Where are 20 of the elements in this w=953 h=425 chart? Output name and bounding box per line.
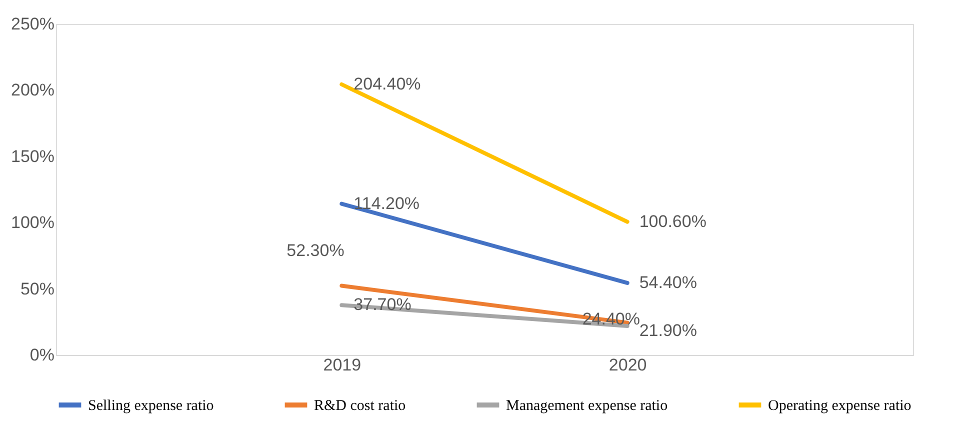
x-tick-label: 2020 <box>608 356 647 374</box>
y-tick-label: 0% <box>30 346 54 364</box>
legend-label: Operating expense ratio <box>768 398 912 414</box>
data-label: 100.60% <box>639 212 706 231</box>
data-label: 204.40% <box>354 74 421 94</box>
y-tick-label: 100% <box>11 213 54 232</box>
legend-label: R&D cost ratio <box>314 398 406 414</box>
data-label: 114.20% <box>354 194 420 213</box>
data-label: 54.40% <box>639 272 698 292</box>
legend-label: Selling expense ratio <box>88 398 214 414</box>
y-tick-label: 200% <box>11 80 54 100</box>
y-tick-label: 150% <box>11 146 54 166</box>
y-tick-label: 50% <box>20 279 54 298</box>
data-label: 21.90% <box>639 321 698 340</box>
data-label: 37.70% <box>354 295 412 314</box>
x-tick-label: 2019 <box>323 356 362 374</box>
legend-label: Management expense ratio <box>506 398 668 414</box>
data-label: 52.30% <box>286 240 344 260</box>
data-label: 24.40% <box>582 310 640 329</box>
y-tick-label: 250% <box>11 14 54 34</box>
